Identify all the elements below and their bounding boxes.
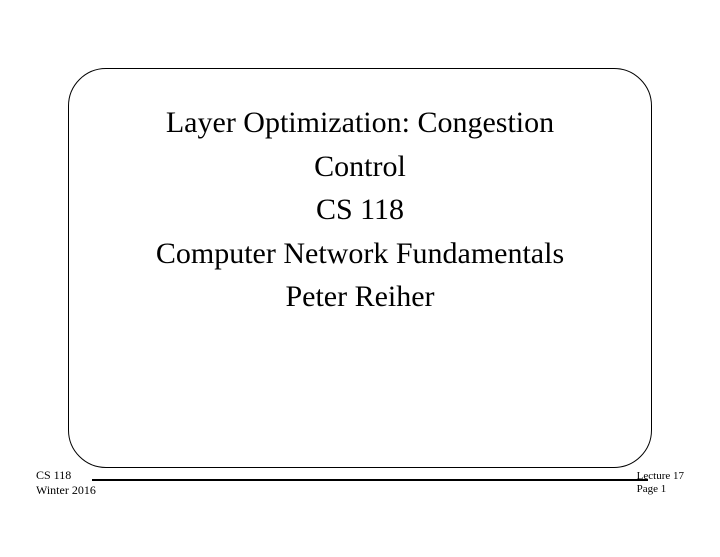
footer-left: CS 118 Winter 2016 <box>36 468 96 498</box>
footer-lecture: Lecture 17 <box>637 470 684 484</box>
title-line-1: Layer Optimization: Congestion <box>69 101 651 145</box>
title-line-2: Control <box>69 145 651 189</box>
footer-right: Lecture 17 Page 1 <box>637 470 684 498</box>
title-line-4: Computer Network Fundamentals <box>69 232 651 276</box>
title-line-3: CS 118 <box>69 188 651 232</box>
footer-term: Winter 2016 <box>36 483 96 498</box>
title-line-5: Peter Reiher <box>69 275 651 319</box>
footer-course: CS 118 <box>36 468 96 483</box>
footer-page: Page 1 <box>637 483 684 497</box>
title-block: Layer Optimization: Congestion Control C… <box>69 101 651 319</box>
footer-divider <box>92 479 648 481</box>
slide-frame: Layer Optimization: Congestion Control C… <box>68 68 652 468</box>
